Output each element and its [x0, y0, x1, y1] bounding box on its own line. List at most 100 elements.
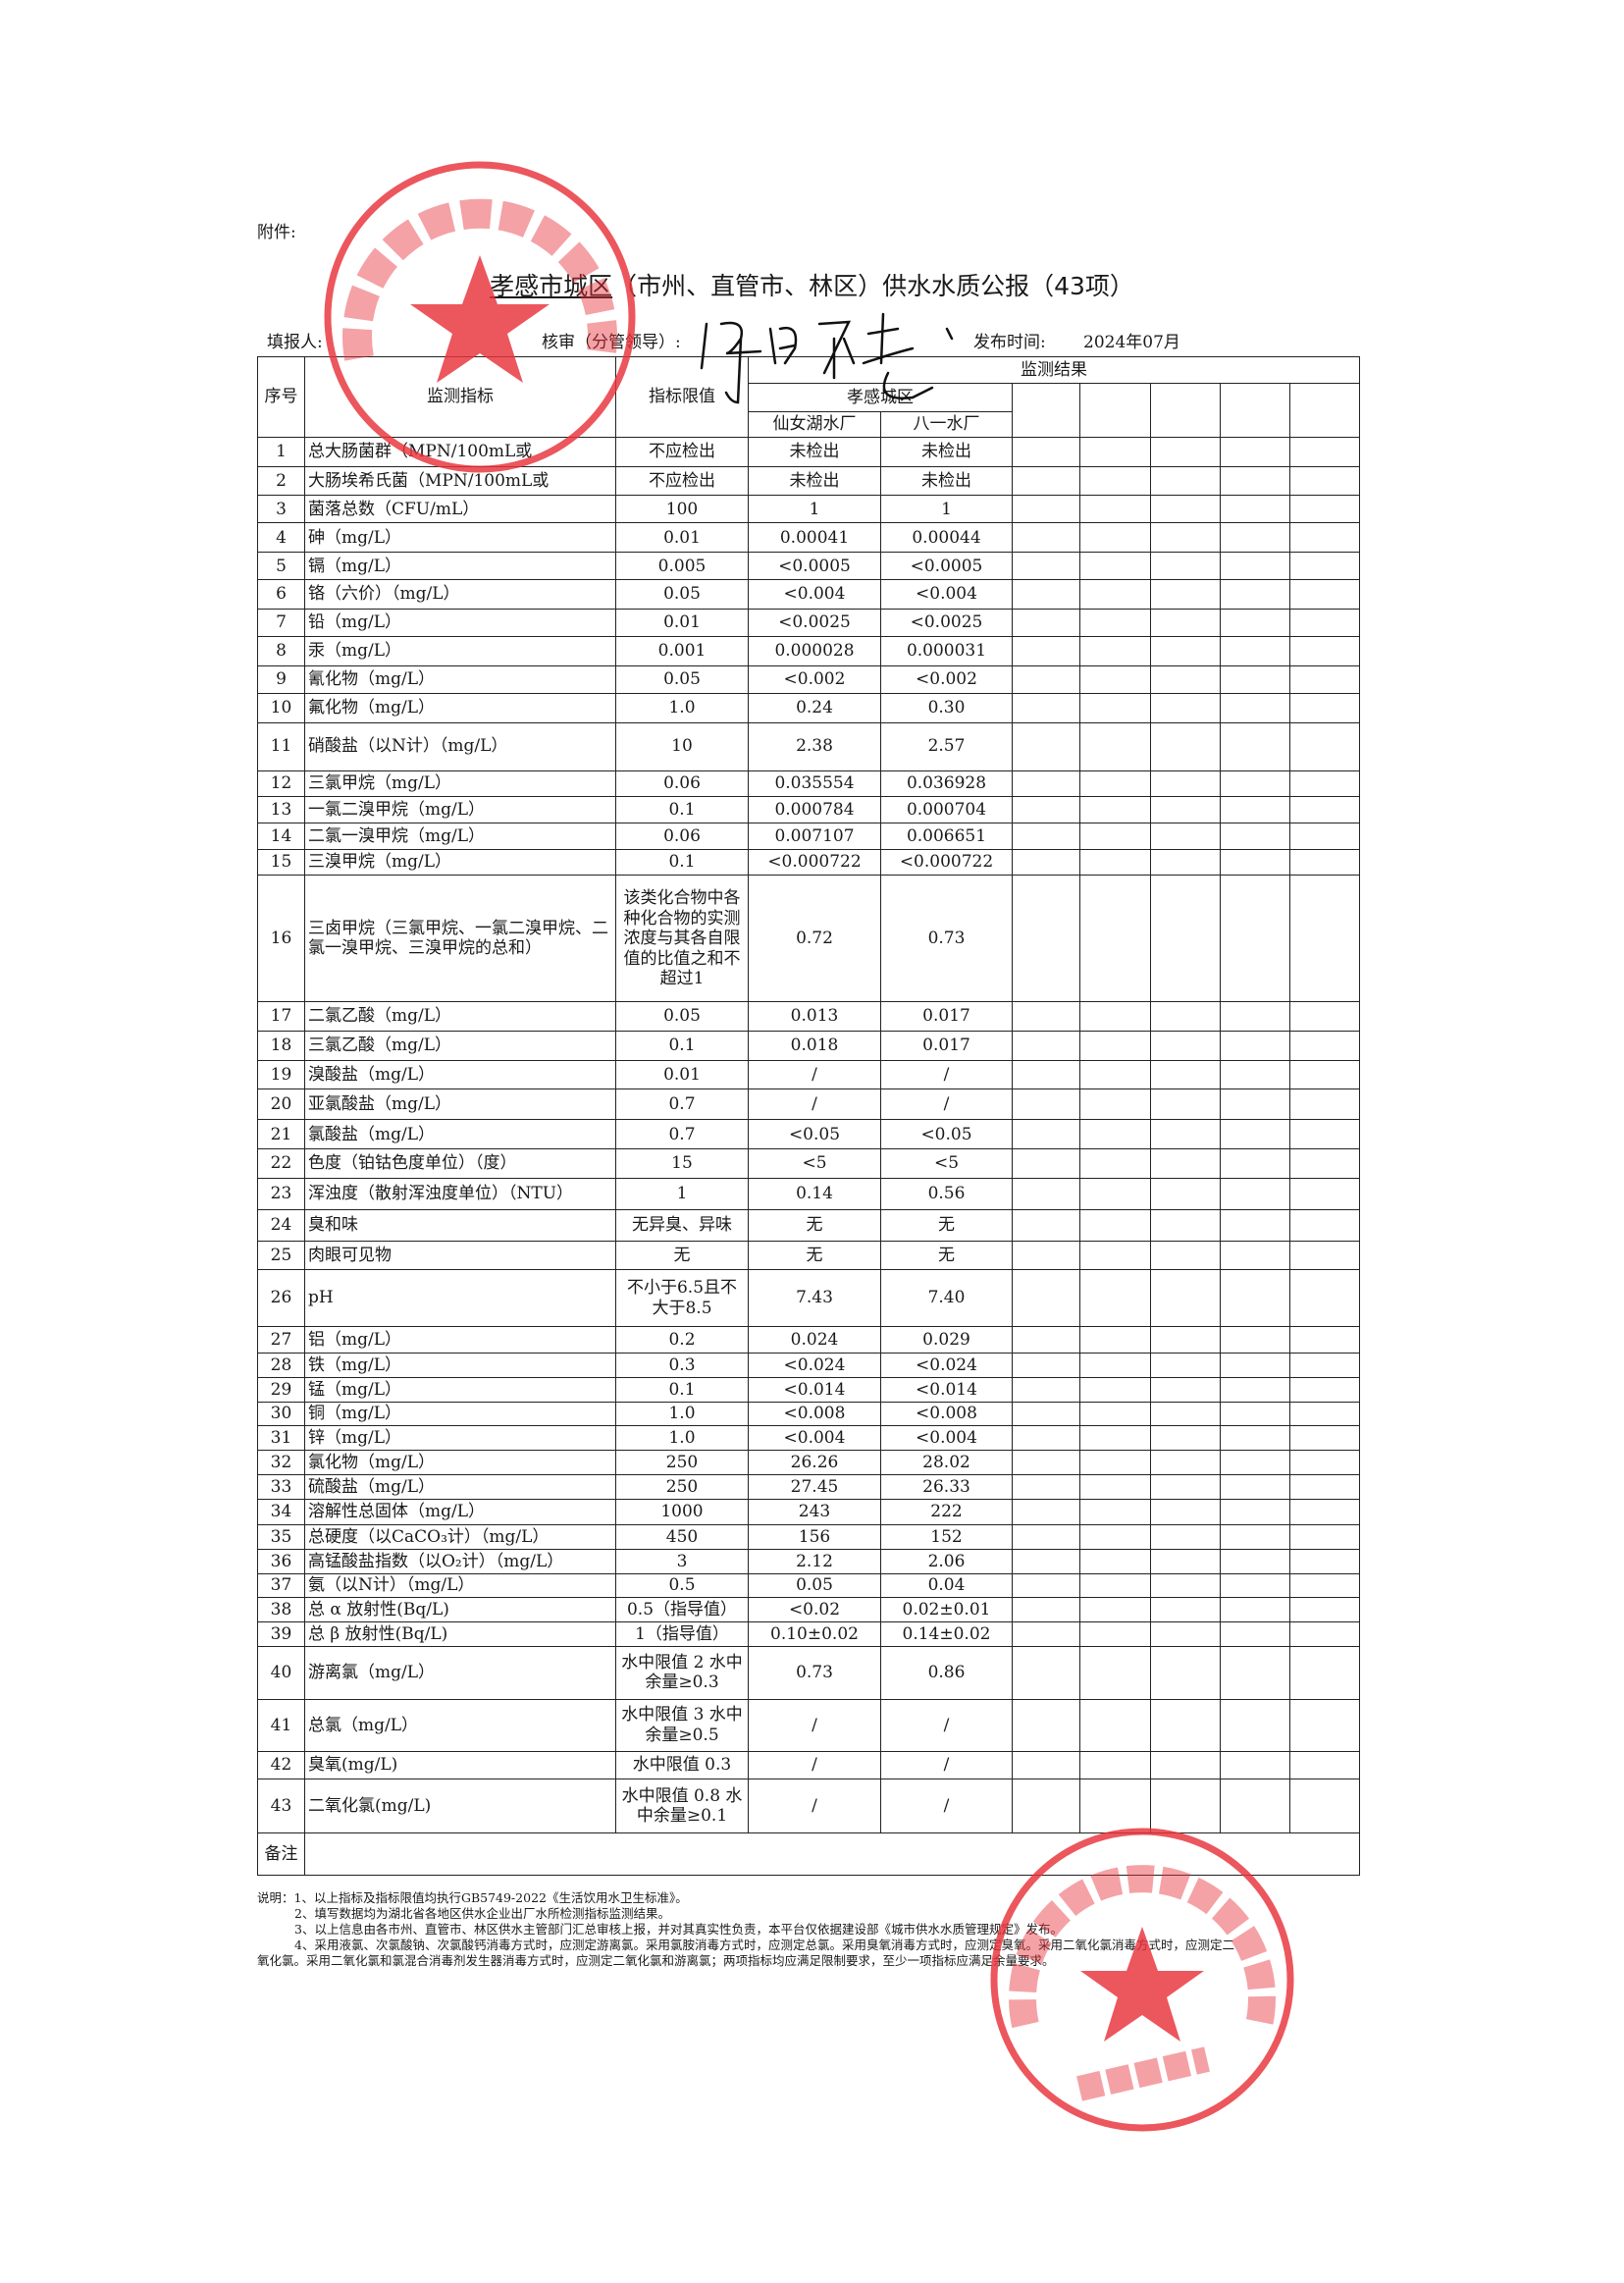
empty-cell — [1012, 822, 1080, 850]
row-indicator: 三溴甲烷（mg/L） — [304, 848, 616, 876]
empty-cell — [1150, 608, 1221, 638]
row-no: 20 — [257, 1088, 305, 1121]
empty-cell — [1012, 465, 1080, 497]
empty-cell — [1220, 1088, 1290, 1121]
empty-cell — [1288, 1059, 1361, 1090]
row-limit: 1.0 — [615, 1424, 749, 1452]
empty-cell — [1012, 608, 1080, 638]
empty-cell — [1012, 1573, 1080, 1598]
empty-cell — [1220, 848, 1290, 876]
empty-cell — [1220, 1209, 1290, 1242]
row-indicator: 色度（铂钴色度单位）（度） — [304, 1148, 616, 1179]
empty-cell — [1012, 1376, 1080, 1404]
empty-cell — [1288, 636, 1361, 666]
table-row: 34 溶解性总固体（mg/L） 1000 243 222 — [257, 1499, 1361, 1525]
row-value-plant1: 0.24 — [748, 692, 881, 723]
empty-cell — [1220, 796, 1290, 823]
empty-cell — [1079, 636, 1151, 666]
empty-cell — [1079, 1326, 1151, 1354]
row-no: 13 — [257, 796, 305, 823]
table-row: 26 pH 不小于6.5且不大于8.5 7.43 7.40 — [257, 1269, 1361, 1327]
empty-cell — [1079, 1001, 1151, 1032]
row-indicator: 总大肠菌群（MPN/100mL或 — [304, 437, 616, 467]
table-row: 24 臭和味 无异臭、异味无无 — [257, 1209, 1361, 1242]
empty-cell — [1288, 1088, 1361, 1121]
row-indicator: 铜（mg/L） — [304, 1402, 616, 1426]
row-value-plant2: / — [880, 1059, 1013, 1090]
empty-cell — [1012, 1698, 1080, 1752]
empty-cell — [1012, 1646, 1080, 1700]
row-value-plant1: 0.73 — [748, 1646, 881, 1700]
row-value-plant2: <0.000722 — [880, 848, 1013, 876]
empty-cell — [1150, 1402, 1221, 1426]
empty-cell — [1220, 1326, 1290, 1354]
row-limit: 450 — [615, 1523, 749, 1550]
empty-cell — [1012, 552, 1080, 581]
row-value-plant2: / — [880, 1779, 1013, 1833]
title-region: 孝感市城区 — [490, 272, 613, 300]
row-limit: 水中限值 2 水中余量≥0.3 — [615, 1646, 749, 1700]
row-indicator: 铅（mg/L） — [304, 608, 616, 638]
row-no: 6 — [257, 579, 305, 610]
row-indicator: 铝（mg/L） — [304, 1326, 616, 1354]
row-limit: 1（指导值） — [615, 1620, 749, 1648]
header-results: 监测结果 — [747, 356, 1361, 384]
row-value-plant2: <5 — [880, 1148, 1013, 1179]
empty-cell — [1150, 579, 1221, 610]
row-no: 37 — [257, 1573, 305, 1598]
empty-cell — [1288, 437, 1361, 467]
empty-cell — [1012, 522, 1080, 554]
row-indicator: 硫酸盐（mg/L） — [304, 1474, 616, 1501]
empty-cell — [1220, 1148, 1290, 1179]
empty-header — [1079, 383, 1151, 438]
table-row: 12 三氯甲烷（mg/L） 0.06 0.035554 0.036928 — [257, 770, 1361, 798]
empty-cell — [1012, 1474, 1080, 1501]
row-value-plant1: <0.004 — [748, 579, 881, 610]
row-limit: 0.5（指导值） — [615, 1596, 749, 1622]
table-row: 43 二氧化氯(mg/L) 水中限值 0.8 水中余量≥0.1// — [257, 1779, 1361, 1833]
row-value-plant1: 0.05 — [748, 1573, 881, 1598]
empty-cell — [1150, 664, 1221, 694]
empty-cell — [1079, 1376, 1151, 1404]
row-limit: 0.005 — [615, 552, 749, 581]
row-value-plant2: 26.33 — [880, 1474, 1013, 1501]
empty-cell — [1079, 1573, 1151, 1598]
row-value-plant2: 28.02 — [880, 1450, 1013, 1476]
row-indicator: 臭氧(mg/L) — [304, 1750, 616, 1780]
row-value-plant1: <0.05 — [748, 1119, 881, 1150]
row-indicator: 三氯乙酸（mg/L） — [304, 1030, 616, 1061]
row-no: 26 — [257, 1269, 305, 1327]
empty-cell — [1150, 1548, 1221, 1575]
empty-cell — [1288, 1523, 1361, 1550]
empty-cell — [1150, 437, 1221, 467]
empty-cell — [1012, 692, 1080, 723]
empty-cell — [1288, 1240, 1361, 1271]
row-value-plant2: 0.017 — [880, 1001, 1013, 1032]
empty-cell — [1288, 770, 1361, 798]
row-indicator: 汞（mg/L） — [304, 636, 616, 666]
empty-cell — [1079, 465, 1151, 497]
empty-cell — [1012, 1001, 1080, 1032]
table-row: 23 浑浊度（散射浑浊度单位）（NTU） 1 0.14 0.56 — [257, 1177, 1361, 1211]
row-value-plant2: / — [880, 1088, 1013, 1121]
row-value-plant2: <0.024 — [880, 1352, 1013, 1378]
row-value-plant2: 无 — [880, 1240, 1013, 1271]
empty-cell — [1220, 579, 1290, 610]
empty-cell — [1079, 721, 1151, 771]
row-no: 11 — [257, 721, 305, 771]
empty-cell — [1012, 770, 1080, 798]
row-value-plant2: <0.05 — [880, 1119, 1013, 1150]
empty-cell — [1012, 848, 1080, 876]
empty-cell — [1288, 692, 1361, 723]
empty-cell — [1220, 1499, 1290, 1525]
empty-cell — [1150, 796, 1221, 823]
empty-cell — [1150, 1030, 1221, 1061]
row-value-plant1: / — [748, 1698, 881, 1752]
row-value-plant1: 0.007107 — [748, 822, 881, 850]
row-value-plant1: 243 — [748, 1499, 881, 1525]
empty-cell — [1012, 1779, 1080, 1833]
row-limit: 0.06 — [615, 770, 749, 798]
header-plant2: 八一水厂 — [880, 411, 1013, 438]
row-value-plant2: 0.14±0.02 — [880, 1620, 1013, 1648]
row-value-plant1: 0.00041 — [748, 522, 881, 554]
